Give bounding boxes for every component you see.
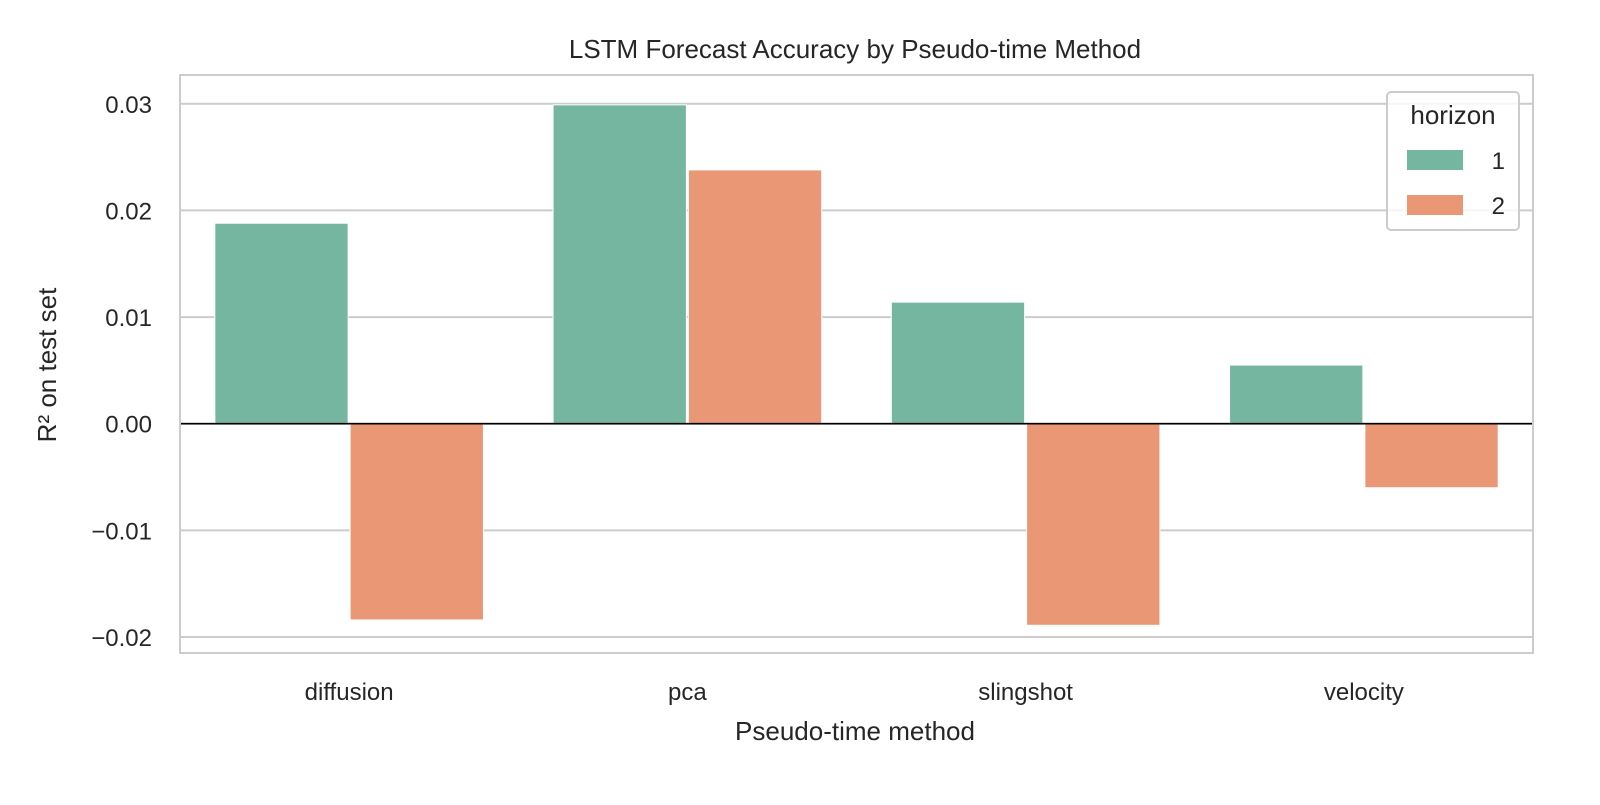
legend-swatch-1 bbox=[1407, 150, 1463, 170]
legend: horizon 12 bbox=[1386, 91, 1520, 231]
bar-slingshot-horizon-1 bbox=[890, 301, 1026, 425]
legend-title: horizon bbox=[1410, 100, 1495, 130]
y-tick-label: 0.03 bbox=[105, 92, 152, 119]
bars bbox=[214, 104, 1499, 626]
legend-items: 12 bbox=[1407, 148, 1505, 220]
bar-slingshot-horizon-2 bbox=[1026, 423, 1161, 626]
legend-label-1: 1 bbox=[1492, 148, 1505, 175]
plot-frame bbox=[179, 74, 1534, 654]
y-tick-label: 0.02 bbox=[105, 198, 152, 225]
x-tick-label-velocity: velocity bbox=[1324, 679, 1404, 706]
y-axis-title: R² on test set bbox=[32, 287, 62, 442]
legend-label-2: 2 bbox=[1492, 193, 1505, 220]
bar-velocity-horizon-2 bbox=[1364, 423, 1499, 489]
bar-velocity-horizon-1 bbox=[1229, 364, 1364, 425]
x-axis-ticks: diffusion pca slingshot velocity bbox=[305, 679, 1404, 706]
x-tick-label-slingshot: slingshot bbox=[978, 679, 1073, 706]
x-tick-label-pca: pca bbox=[668, 679, 707, 706]
y-axis-ticks: −0.02 −0.01 0.00 0.01 0.02 0.03 bbox=[91, 92, 152, 652]
bar-diffusion-horizon-2 bbox=[349, 423, 484, 621]
y-tick-label: 0.01 bbox=[105, 305, 152, 332]
bar-pca-horizon-2 bbox=[687, 169, 823, 425]
y-tick-label: −0.02 bbox=[91, 625, 152, 652]
x-axis-title: Pseudo-time method bbox=[735, 716, 975, 746]
y-tick-label: −0.01 bbox=[91, 518, 152, 545]
chart-title: LSTM Forecast Accuracy by Pseudo-time Me… bbox=[569, 34, 1141, 64]
y-tick-label: 0.00 bbox=[105, 412, 152, 439]
x-tick-label-diffusion: diffusion bbox=[305, 679, 394, 706]
bar-pca-horizon-1 bbox=[552, 104, 687, 425]
bar-diffusion-horizon-1 bbox=[214, 222, 349, 425]
legend-swatch-2 bbox=[1407, 195, 1463, 215]
